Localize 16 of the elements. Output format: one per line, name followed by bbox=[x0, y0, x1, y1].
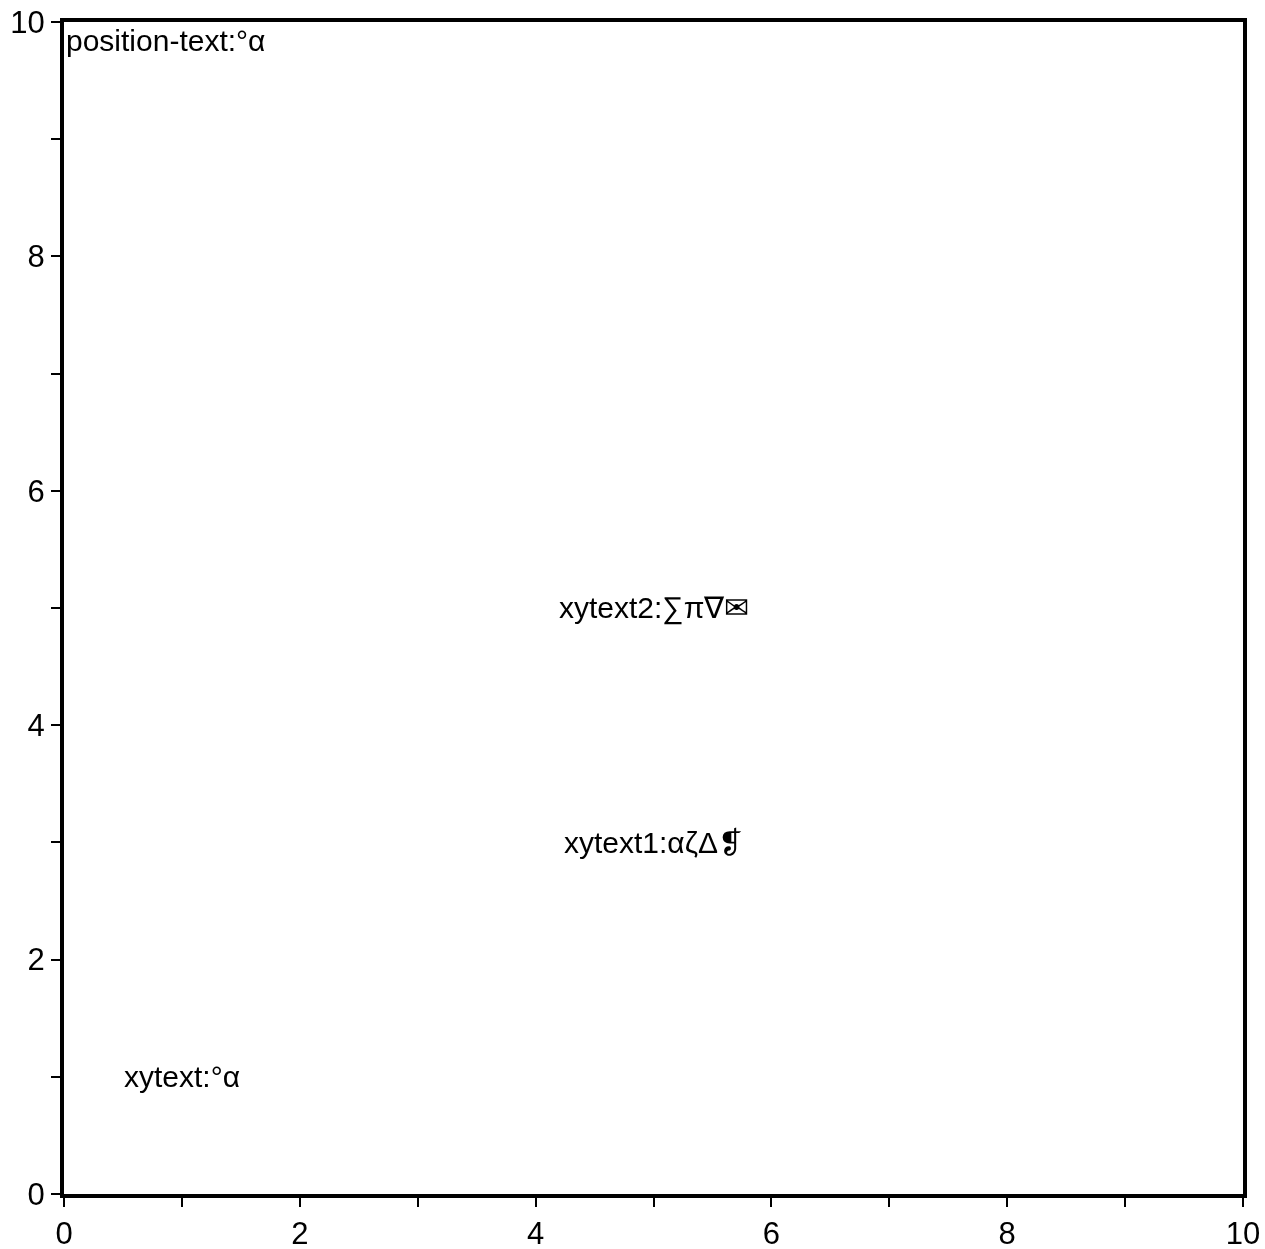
annotation: xytext:°α bbox=[124, 1060, 241, 1093]
y-tick-label: 2 bbox=[27, 942, 45, 978]
x-tick-label: 8 bbox=[998, 1216, 1016, 1249]
y-tick-label: 10 bbox=[10, 4, 45, 40]
y-tick-label: 6 bbox=[27, 473, 45, 509]
x-tick-label: 0 bbox=[55, 1216, 73, 1249]
x-tick-label: 6 bbox=[762, 1216, 781, 1249]
x-tick-label: 4 bbox=[526, 1216, 545, 1249]
annotation: xytext2:∑π∇✉ bbox=[559, 591, 750, 625]
annotation: position-text:°α bbox=[66, 24, 266, 57]
x-tick-label: 2 bbox=[291, 1216, 309, 1249]
y-tick-label: 0 bbox=[27, 1176, 45, 1212]
x-tick-label: 10 bbox=[1225, 1216, 1261, 1249]
y-tick-label: 8 bbox=[27, 239, 45, 275]
y-tick-label: 4 bbox=[27, 708, 45, 744]
annotation: xytext1:αζΔ❡ bbox=[564, 826, 743, 859]
